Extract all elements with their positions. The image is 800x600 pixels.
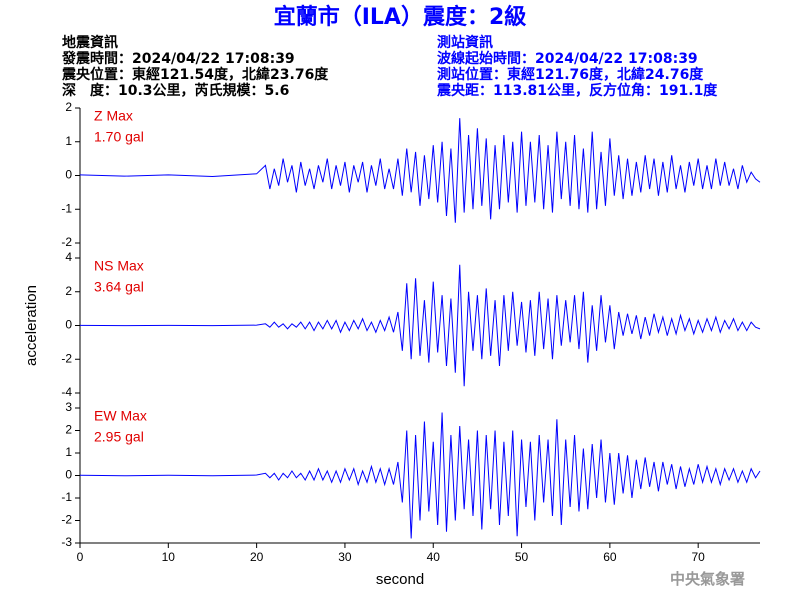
header-line: 深 度：10.3公里，芮氏規模：5.6 (62, 82, 289, 99)
footer: 中央氣象署 (670, 570, 745, 588)
header-line: 測站位置：東經121.76度，北緯24.76度 (437, 66, 704, 83)
annotation: 3.64 gal (94, 279, 144, 295)
annotation: 2.95 gal (94, 429, 144, 445)
y-tick-label: -4 (61, 385, 72, 399)
x-tick-label: 10 (162, 550, 176, 564)
y-tick-label: -1 (61, 490, 72, 504)
y-tick-label: 2 (65, 423, 72, 437)
y-tick-label: -2 (61, 351, 72, 365)
waveform (79, 118, 761, 223)
waveform (79, 264, 761, 387)
annotation: 1.70 gal (94, 129, 144, 145)
y-tick-label: 1 (65, 445, 72, 459)
annotation: Z Max (94, 108, 133, 124)
x-axis-label: second (376, 571, 424, 588)
waveform (79, 412, 761, 539)
header-line: 震央距：113.81公里，反方位角：191.1度 (436, 82, 718, 99)
y-tick-label: 2 (65, 100, 72, 114)
header-line: 地震資訊 (62, 34, 118, 51)
x-tick-label: 20 (250, 550, 264, 564)
y-tick-label: 4 (65, 250, 72, 264)
x-tick-label: 70 (692, 550, 706, 564)
y-tick-label: -3 (61, 535, 72, 549)
x-tick-label: 40 (427, 550, 441, 564)
header-line: 波線起始時間：2024/04/22 17:08:39 (437, 50, 698, 67)
x-tick-label: 0 (77, 550, 84, 564)
y-axis-label: acceleration (23, 285, 40, 366)
header-line: 震央位置：東經121.54度，北緯23.76度 (61, 66, 329, 83)
header-line: 發震時間：2024/04/22 17:08:39 (61, 50, 295, 67)
y-tick-label: 3 (65, 400, 72, 414)
y-tick-label: -2 (61, 235, 72, 249)
title: 宜蘭市（ILA）震度：2級 (274, 4, 527, 30)
annotation: EW Max (94, 408, 147, 424)
header-line: 測站資訊 (437, 34, 493, 51)
y-tick-label: 0 (65, 318, 72, 332)
y-tick-label: 0 (65, 468, 72, 482)
y-tick-label: -2 (61, 513, 72, 527)
y-tick-label: -1 (61, 201, 72, 215)
y-tick-label: 2 (65, 284, 72, 298)
annotation: NS Max (94, 258, 144, 274)
x-tick-label: 60 (603, 550, 617, 564)
header-left: 地震資訊 發震時間：2024/04/22 17:08:39 震央位置：東經121… (61, 34, 329, 99)
x-tick-label: 30 (338, 550, 352, 564)
y-tick-label: 0 (65, 168, 72, 182)
y-tick-label: 1 (65, 134, 72, 148)
x-tick-label: 50 (515, 550, 529, 564)
header-right: 測站資訊 波線起始時間：2024/04/22 17:08:39 測站位置：東經1… (436, 34, 718, 99)
